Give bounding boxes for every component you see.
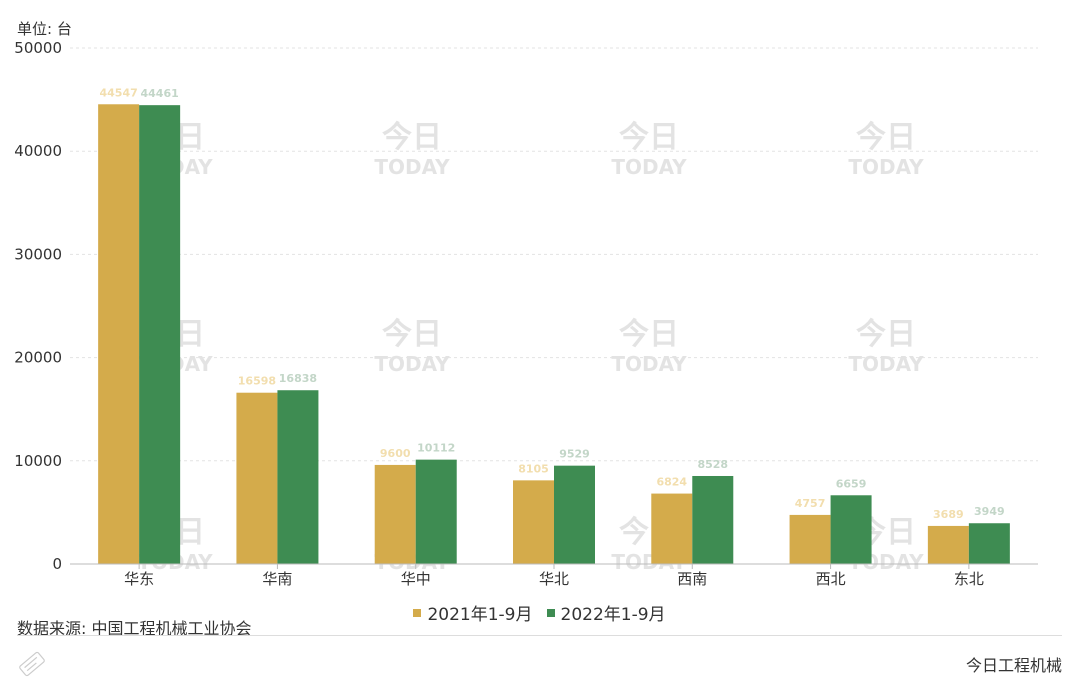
bar-华南-2022: [277, 390, 319, 564]
y-tick-label: 50000: [14, 39, 62, 57]
x-tick-label: 华东: [124, 570, 154, 588]
x-tick-label: 西北: [816, 570, 846, 588]
value-label: 6659: [836, 477, 867, 490]
grid-lines: [70, 47, 1038, 462]
watermark-en: TODAY: [848, 155, 924, 179]
value-label: 4757: [795, 497, 826, 510]
value-label: 16598: [238, 375, 276, 388]
bar-华中-2022: [415, 459, 457, 564]
value-label: 3689: [933, 508, 964, 521]
legend-label-2022: 2022年1-9月: [560, 605, 666, 625]
x-tick-label: 东北: [954, 570, 984, 588]
bar-东北-2022: [968, 523, 1010, 564]
watermark-cn: 今日: [856, 317, 916, 352]
watermark-cn: 今日: [619, 120, 679, 155]
watermark-en: TODAY: [848, 352, 924, 376]
corner-logo-icon: [19, 651, 45, 677]
legend-label-2021: 2021年1-9月: [427, 605, 533, 625]
unit-label: 单位: 台: [17, 20, 72, 38]
bar-华中-2021: [374, 464, 416, 564]
source-label: 数据来源: 中国工程机械工业协会: [17, 619, 252, 638]
bars-layer: [98, 104, 1010, 565]
watermark-cn: 今日: [382, 120, 442, 155]
watermark-en: TODAY: [374, 352, 450, 376]
x-axis: 华东 华南 华中 华北 西南 西北 东北: [70, 563, 1038, 588]
x-tick-label: 华中: [401, 570, 431, 588]
x-tick-label: 华南: [262, 570, 292, 588]
watermark-en: TODAY: [611, 155, 687, 179]
legend-swatch-2022: [546, 608, 555, 617]
watermark-cn: 今日: [382, 317, 442, 352]
bar-西北-2021: [789, 514, 831, 564]
x-tick-label: 西南: [677, 570, 707, 588]
value-label: 44547: [100, 86, 138, 99]
value-label: 9529: [559, 448, 590, 461]
bar-华北-2021: [513, 480, 554, 564]
brand-label: 今日工程机械: [965, 656, 1062, 675]
watermark-en: TODAY: [374, 155, 450, 179]
y-tick-label: 0: [52, 555, 62, 573]
value-label: 8528: [697, 458, 728, 471]
value-labels-layer: 44547 44461 16598 16838 9600 10112 8105 9529 682…: [100, 86, 1005, 521]
value-label: 8105: [518, 462, 549, 475]
bar-东北-2021: [927, 525, 969, 564]
bar-西南-2021: [651, 493, 693, 564]
watermark-en: TODAY: [611, 352, 687, 376]
bar-华东-2022: [139, 105, 181, 565]
legend: 2021年1-9月 2022年1-9月: [0, 600, 1079, 625]
watermark-cn: 今日: [856, 120, 916, 155]
value-label: 9600: [380, 447, 411, 460]
value-label: 6824: [656, 476, 687, 489]
y-tick-label: 10000: [14, 452, 62, 470]
value-label: 10112: [417, 442, 455, 455]
bar-华东-2021: [98, 104, 140, 564]
value-label: 16838: [279, 372, 317, 385]
y-tick-label: 20000: [14, 349, 62, 367]
legend-item-2021: 2021年1-9月: [413, 600, 533, 625]
bar-西南-2022: [692, 475, 734, 564]
footer-divider: [17, 635, 1062, 636]
legend-item-2022: 2022年1-9月: [546, 600, 666, 625]
watermark-cn: 今日: [619, 317, 679, 352]
bar-华北-2022: [554, 465, 595, 564]
legend-swatch-2021: [413, 608, 422, 617]
bar-华南-2021: [236, 392, 278, 564]
y-tick-label: 30000: [14, 245, 62, 263]
value-label: 3949: [974, 505, 1005, 518]
value-label: 44461: [141, 87, 179, 100]
bar-西北-2022: [830, 495, 872, 564]
x-tick-label: 华北: [539, 570, 569, 588]
y-axis: 0 10000 20000 30000 40000 50000: [14, 39, 62, 573]
y-tick-label: 40000: [14, 142, 62, 160]
